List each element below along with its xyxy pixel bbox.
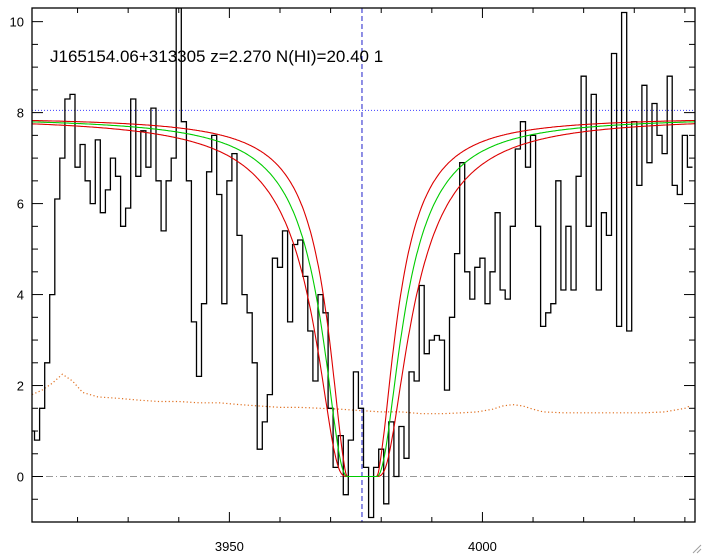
y-tick-label: 6 (17, 197, 24, 212)
fit-curve-best-fit (32, 121, 695, 478)
x-tick-label: 3950 (215, 539, 244, 554)
plot-frame (31, 7, 696, 523)
plot-area (32, 8, 695, 522)
resize-grip-icon[interactable] (690, 542, 702, 554)
chart-title: J165154.06+313305 z=2.270 N(HI)=20.40 1 (50, 47, 383, 66)
plot-marks (31, 7, 696, 523)
x-tick-label: 4000 (468, 539, 497, 554)
y-tick-label: 8 (17, 106, 24, 121)
y-tick-label: 4 (17, 288, 24, 303)
tick-labels: 3950 4000 0 2 4 6 8 10 (10, 15, 497, 554)
flux-spectrum (32, 8, 693, 519)
error-spectrum (32, 373, 691, 415)
y-tick-label: 0 (17, 470, 24, 485)
y-tick-label: 10 (10, 15, 24, 30)
y-tick-label: 2 (17, 379, 24, 394)
